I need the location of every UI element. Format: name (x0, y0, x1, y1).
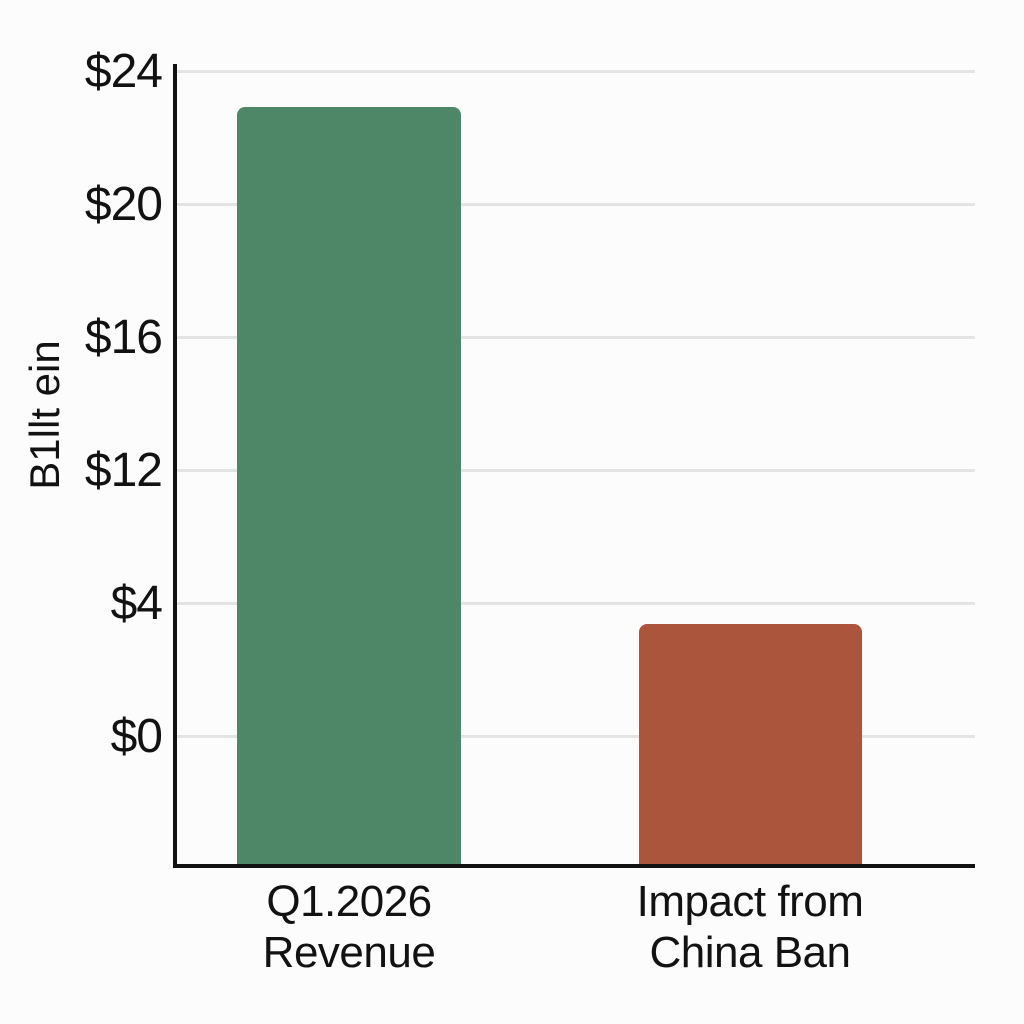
y-tick-label: $12 (84, 444, 163, 497)
gridline (177, 602, 975, 605)
y-axis-title: B1llt ein (21, 340, 68, 490)
x-category-label-line: Revenue (262, 928, 436, 977)
x-axis-spine (173, 864, 975, 868)
x-category-label-q1-2026-revenue: Q1.2026 Revenue (179, 876, 519, 978)
bar-q1-2026-revenue (237, 107, 461, 864)
gridline (177, 336, 975, 339)
x-category-label-line: Q1.2026 (266, 877, 432, 926)
y-tick-label: $20 (84, 178, 163, 231)
x-category-label-line: China Ban (649, 928, 851, 977)
y-tick-label: $16 (84, 311, 163, 364)
gridline (177, 735, 975, 738)
bar-impact-china-ban (639, 624, 862, 864)
gridline (177, 70, 975, 73)
x-category-label-impact-china-ban: Impact from China Ban (580, 876, 920, 978)
y-axis-spine (173, 64, 177, 868)
y-tick-label: $0 (110, 710, 163, 763)
y-tick-label: $24 (84, 45, 163, 98)
gridline (177, 203, 975, 206)
x-category-label-line: Impact from (636, 877, 864, 926)
y-tick-label: $4 (110, 577, 163, 630)
gridline (177, 469, 975, 472)
